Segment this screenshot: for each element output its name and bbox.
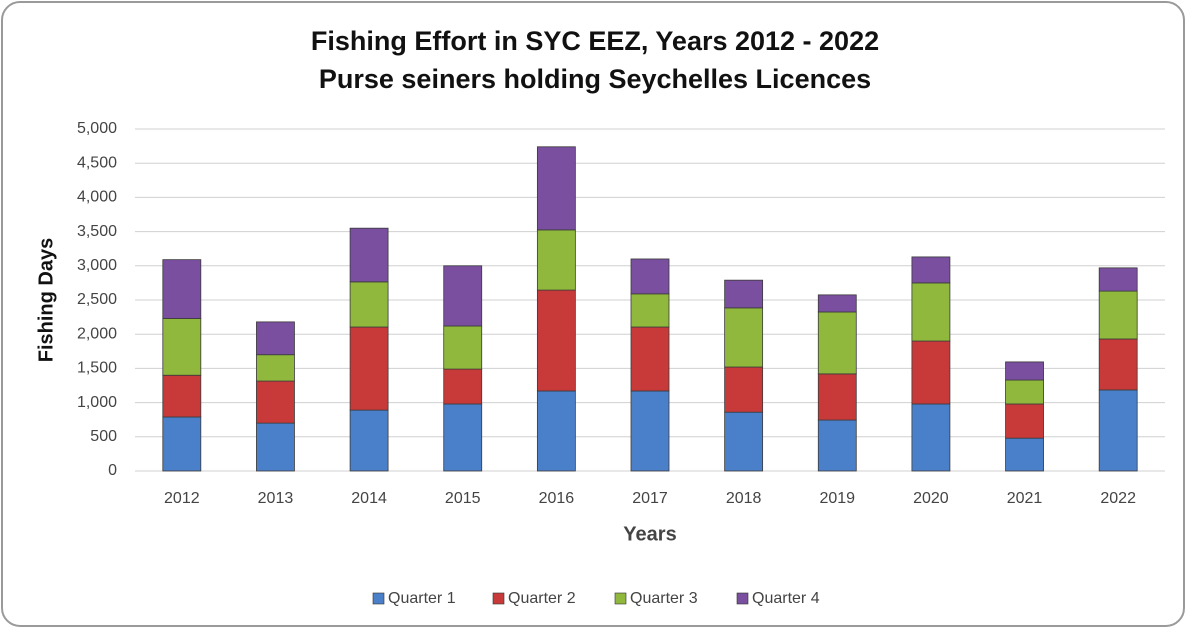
bar-segment [349, 409, 389, 472]
bar-segment [1005, 437, 1044, 472]
x-tick-label: 2020 [913, 490, 949, 507]
x-tick-label: 2016 [539, 490, 575, 507]
x-tick-label: 2022 [1100, 490, 1136, 507]
bar-segment [817, 294, 857, 313]
bar-segment [724, 307, 764, 368]
bar-segment [1098, 267, 1138, 292]
bar-segment [536, 146, 576, 231]
y-tick-label: 5,000 [77, 120, 117, 137]
x-tick-label: 2015 [445, 490, 481, 507]
bar-segment [349, 326, 389, 411]
bar-segment [162, 318, 202, 376]
bar-segment [911, 403, 951, 472]
x-tick-label: 2014 [351, 490, 387, 507]
bar-segment [630, 326, 670, 392]
bar-segment [630, 390, 670, 472]
y-tick-label: 3,000 [77, 257, 117, 274]
y-tick-label: 3,500 [77, 223, 117, 240]
bar-segment [256, 321, 295, 356]
x-tick-label: 2018 [726, 490, 762, 507]
y-tick-label: 2,500 [77, 291, 117, 308]
x-tick-label: 2021 [1007, 490, 1043, 507]
legend-swatch [372, 592, 385, 605]
legend-swatch [736, 592, 749, 605]
legend-label: Quarter 1 [388, 590, 456, 607]
bar-segment [724, 279, 764, 309]
chart-title: Fishing Effort in SYC EEZ, Years 2012 - … [311, 26, 879, 56]
legend-swatch [614, 592, 627, 605]
x-tick-label: 2019 [819, 490, 855, 507]
bar-segment [1098, 338, 1138, 391]
bar-segment [911, 340, 951, 405]
x-tick-label: 2017 [632, 490, 668, 507]
bar-segment [162, 416, 202, 472]
bar-segment [817, 373, 857, 421]
bar-segment [1005, 361, 1044, 381]
bar-segment [911, 256, 951, 284]
bar-segment [817, 419, 857, 472]
bar-segment [817, 311, 857, 375]
legend-label: Quarter 3 [630, 590, 698, 607]
legend-label: Quarter 4 [752, 590, 820, 607]
bar-segment [256, 380, 295, 424]
y-tick-label: 1,500 [77, 360, 117, 377]
bar-segment [630, 293, 670, 328]
bar-segment [256, 422, 295, 472]
legend-swatch [492, 592, 505, 605]
bar-segment [1005, 379, 1044, 405]
bar-segment [349, 281, 389, 328]
bar-segment [536, 229, 576, 291]
y-axis-label: Fishing Days [35, 238, 57, 362]
bar-segment [1098, 290, 1138, 340]
chart-frame [1, 1, 1185, 627]
bar-segment [630, 258, 670, 295]
x-tick-label: 2012 [164, 490, 200, 507]
bar-segment [443, 403, 483, 472]
bar-segment [443, 265, 483, 327]
bar-segment [443, 368, 483, 405]
bar-segment [536, 390, 576, 472]
legend-label: Quarter 2 [508, 590, 576, 607]
bar-segment [911, 282, 951, 342]
bar-segment [256, 354, 295, 382]
y-tick-label: 0 [108, 462, 117, 479]
y-tick-label: 4,500 [77, 154, 117, 171]
y-tick-label: 500 [90, 428, 117, 445]
chart-subtitle: Purse seiners holding Seychelles Licence… [319, 64, 871, 94]
y-tick-label: 1,000 [77, 394, 117, 411]
bar-segment [724, 411, 764, 472]
y-tick-label: 2,000 [77, 325, 117, 342]
bar-segment [443, 325, 483, 370]
x-tick-label: 2013 [258, 490, 294, 507]
x-axis-label: Years [623, 523, 676, 545]
bar-segment [1005, 403, 1044, 439]
bar-segment [162, 259, 202, 319]
bar-segment [536, 289, 576, 392]
bar-segment [162, 374, 202, 418]
y-tick-label: 4,000 [77, 189, 117, 206]
bar-segment [349, 227, 389, 283]
bar-segment [1098, 389, 1138, 472]
bar-segment [724, 366, 764, 413]
